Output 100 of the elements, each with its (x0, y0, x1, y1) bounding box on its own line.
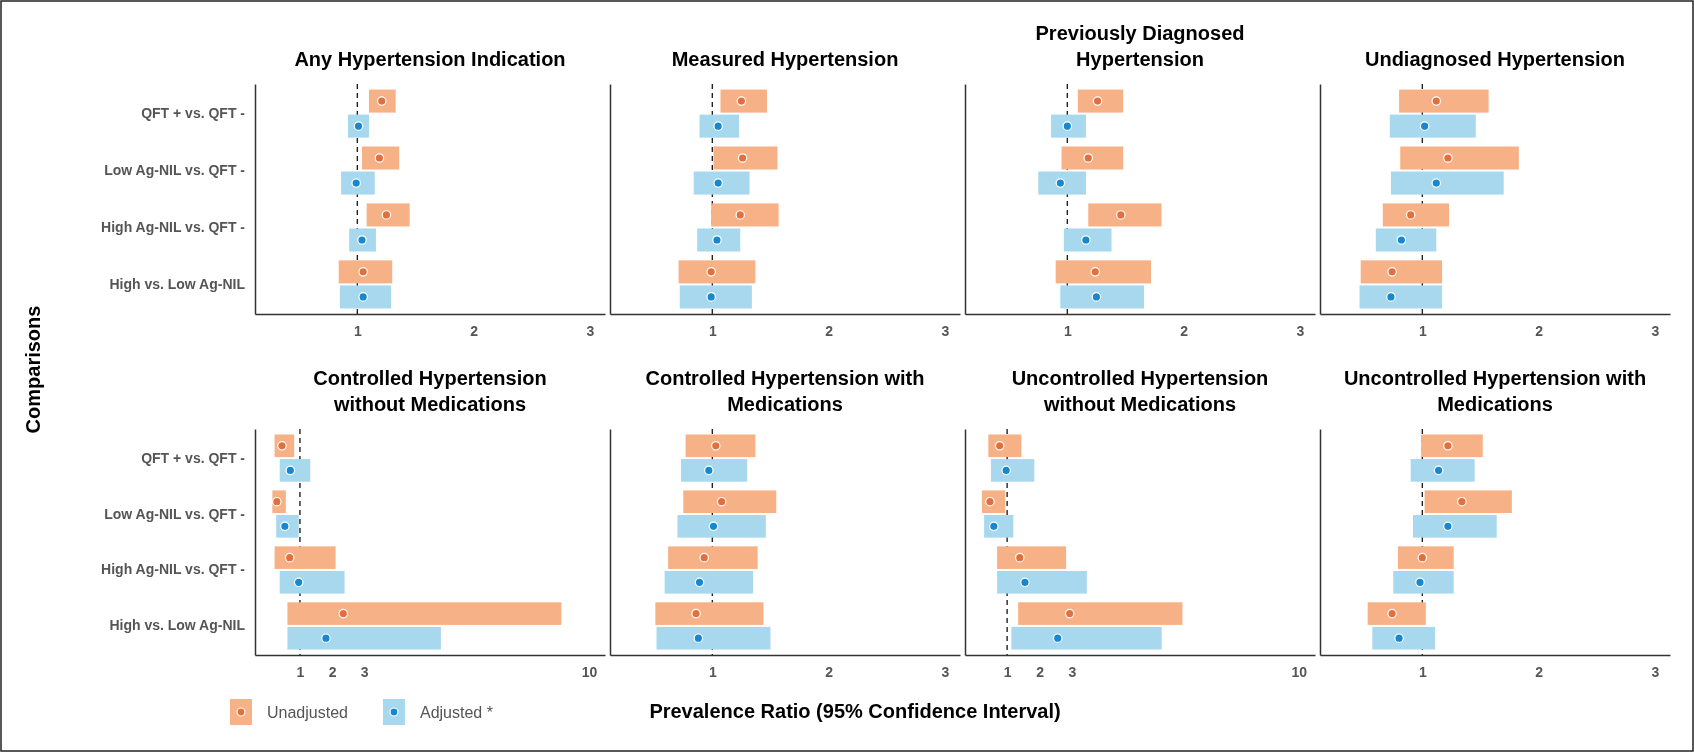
x-tick-label: 2 (1535, 322, 1544, 339)
x-tick-label: 1 (296, 663, 305, 680)
y-tick-label: Low Ag-NIL vs. QFT - (104, 505, 246, 522)
chart-title: Measured Hypertension (671, 48, 899, 70)
x-tick-label: 1 (1418, 322, 1427, 339)
x-tick-label: 2 (825, 322, 834, 339)
bar (1061, 146, 1124, 170)
x-tick-label: 1 (1003, 663, 1012, 680)
bar (274, 546, 336, 569)
y-tick-label: High vs. Low Ag-NIL (109, 275, 246, 292)
chart-title: Uncontrolled Hypertension with Medications (1343, 367, 1647, 415)
x-tick-label: 1 (708, 322, 717, 339)
bar (1382, 203, 1450, 227)
bar (1389, 114, 1476, 138)
x-tick-label: 2 (1180, 322, 1189, 339)
bar (1055, 260, 1152, 284)
chart-title: Controlled Hypertension without Medications (313, 367, 547, 415)
bar (713, 146, 778, 170)
x-axis-title: Prevalence Ratio (95% Confidence Interval) (649, 700, 1061, 722)
bar (685, 434, 756, 458)
bar (664, 570, 754, 594)
bar (680, 459, 748, 482)
y-tick-label: High Ag-NIL vs. QFT - (101, 561, 246, 578)
bar (341, 171, 375, 195)
bar (697, 228, 741, 252)
bar (338, 260, 393, 284)
x-tick-label: 3 (941, 322, 950, 339)
y-tick-label: High Ag-NIL vs. QFT - (101, 218, 246, 235)
bar (720, 89, 767, 113)
x-tick-label: 3 (360, 663, 369, 680)
bar (1375, 228, 1437, 252)
x-tick-label: 3 (1651, 322, 1660, 339)
bar (1367, 602, 1426, 625)
bar (678, 260, 756, 284)
bar (1088, 203, 1162, 227)
bar (1410, 459, 1475, 482)
x-tick-label: 3 (1651, 663, 1660, 680)
y-tick-label: QFT + vs. QFT - (141, 449, 246, 466)
chart-title: Any Hypertension Indication (294, 48, 566, 70)
bar (668, 546, 758, 569)
bar (361, 146, 400, 170)
chart-title: Undiagnosed Hypertension (1364, 48, 1626, 70)
x-tick-label: 3 (941, 663, 950, 680)
bar (990, 459, 1035, 482)
chart-title: Controlled Hypertension with Medications (645, 367, 925, 415)
x-tick-label: 3 (586, 322, 595, 339)
bar (287, 626, 441, 650)
bar (1051, 114, 1086, 138)
bar (699, 114, 740, 138)
bar (988, 434, 1022, 458)
bar (656, 626, 771, 650)
bar (1421, 434, 1483, 458)
bar (677, 515, 766, 538)
bar (1038, 171, 1086, 195)
bar (1413, 515, 1497, 538)
y-tick-label: High vs. Low Ag-NIL (109, 617, 246, 634)
x-tick-label: 3 (1068, 663, 1077, 680)
x-tick-label: 2 (825, 663, 834, 680)
bar (711, 203, 779, 227)
y-axis-title: Comparisons (22, 305, 44, 434)
x-tick-label: 2 (1535, 663, 1544, 680)
bar (1360, 260, 1443, 284)
chart-title: Previously Diagnosed Hypertension (1035, 22, 1245, 70)
x-tick-label: 3 (1296, 322, 1305, 339)
bar (1372, 626, 1436, 650)
y-tick-label: Low Ag-NIL vs. QFT - (104, 162, 246, 179)
legend-label: Adjusted * (419, 704, 493, 721)
x-tick-label: 1 (708, 663, 717, 680)
bar (1424, 490, 1512, 514)
x-tick-label: 1 (1418, 663, 1427, 680)
x-tick-label: 2 (1036, 663, 1045, 680)
bar (287, 602, 562, 625)
x-tick-label: 2 (470, 322, 479, 339)
bar (997, 546, 1067, 569)
bar (679, 285, 752, 309)
x-tick-label: 1 (1063, 322, 1072, 339)
bar (1063, 228, 1112, 252)
x-tick-label: 10 (581, 663, 598, 680)
x-tick-label: 10 (1291, 663, 1308, 680)
bar (997, 570, 1087, 594)
x-tick-label: 1 (353, 322, 362, 339)
bar (1390, 171, 1504, 195)
bar (1077, 89, 1124, 113)
y-tick-label: QFT + vs. QFT - (141, 105, 246, 122)
bar (339, 285, 392, 309)
bar (1359, 285, 1443, 309)
bar (1400, 146, 1519, 170)
bar (683, 490, 777, 514)
legend-label: Unadjusted (267, 704, 348, 721)
bar (1397, 546, 1454, 569)
bar (1393, 570, 1454, 594)
bar (1018, 602, 1183, 625)
bar (655, 602, 764, 625)
bar (1060, 285, 1145, 309)
chart-title: Uncontrolled Hypertension without Medications (1011, 367, 1269, 415)
bar (279, 570, 345, 594)
bar (1399, 89, 1489, 113)
bar (366, 203, 410, 227)
bar (1011, 626, 1162, 650)
x-tick-label: 2 (328, 663, 337, 680)
